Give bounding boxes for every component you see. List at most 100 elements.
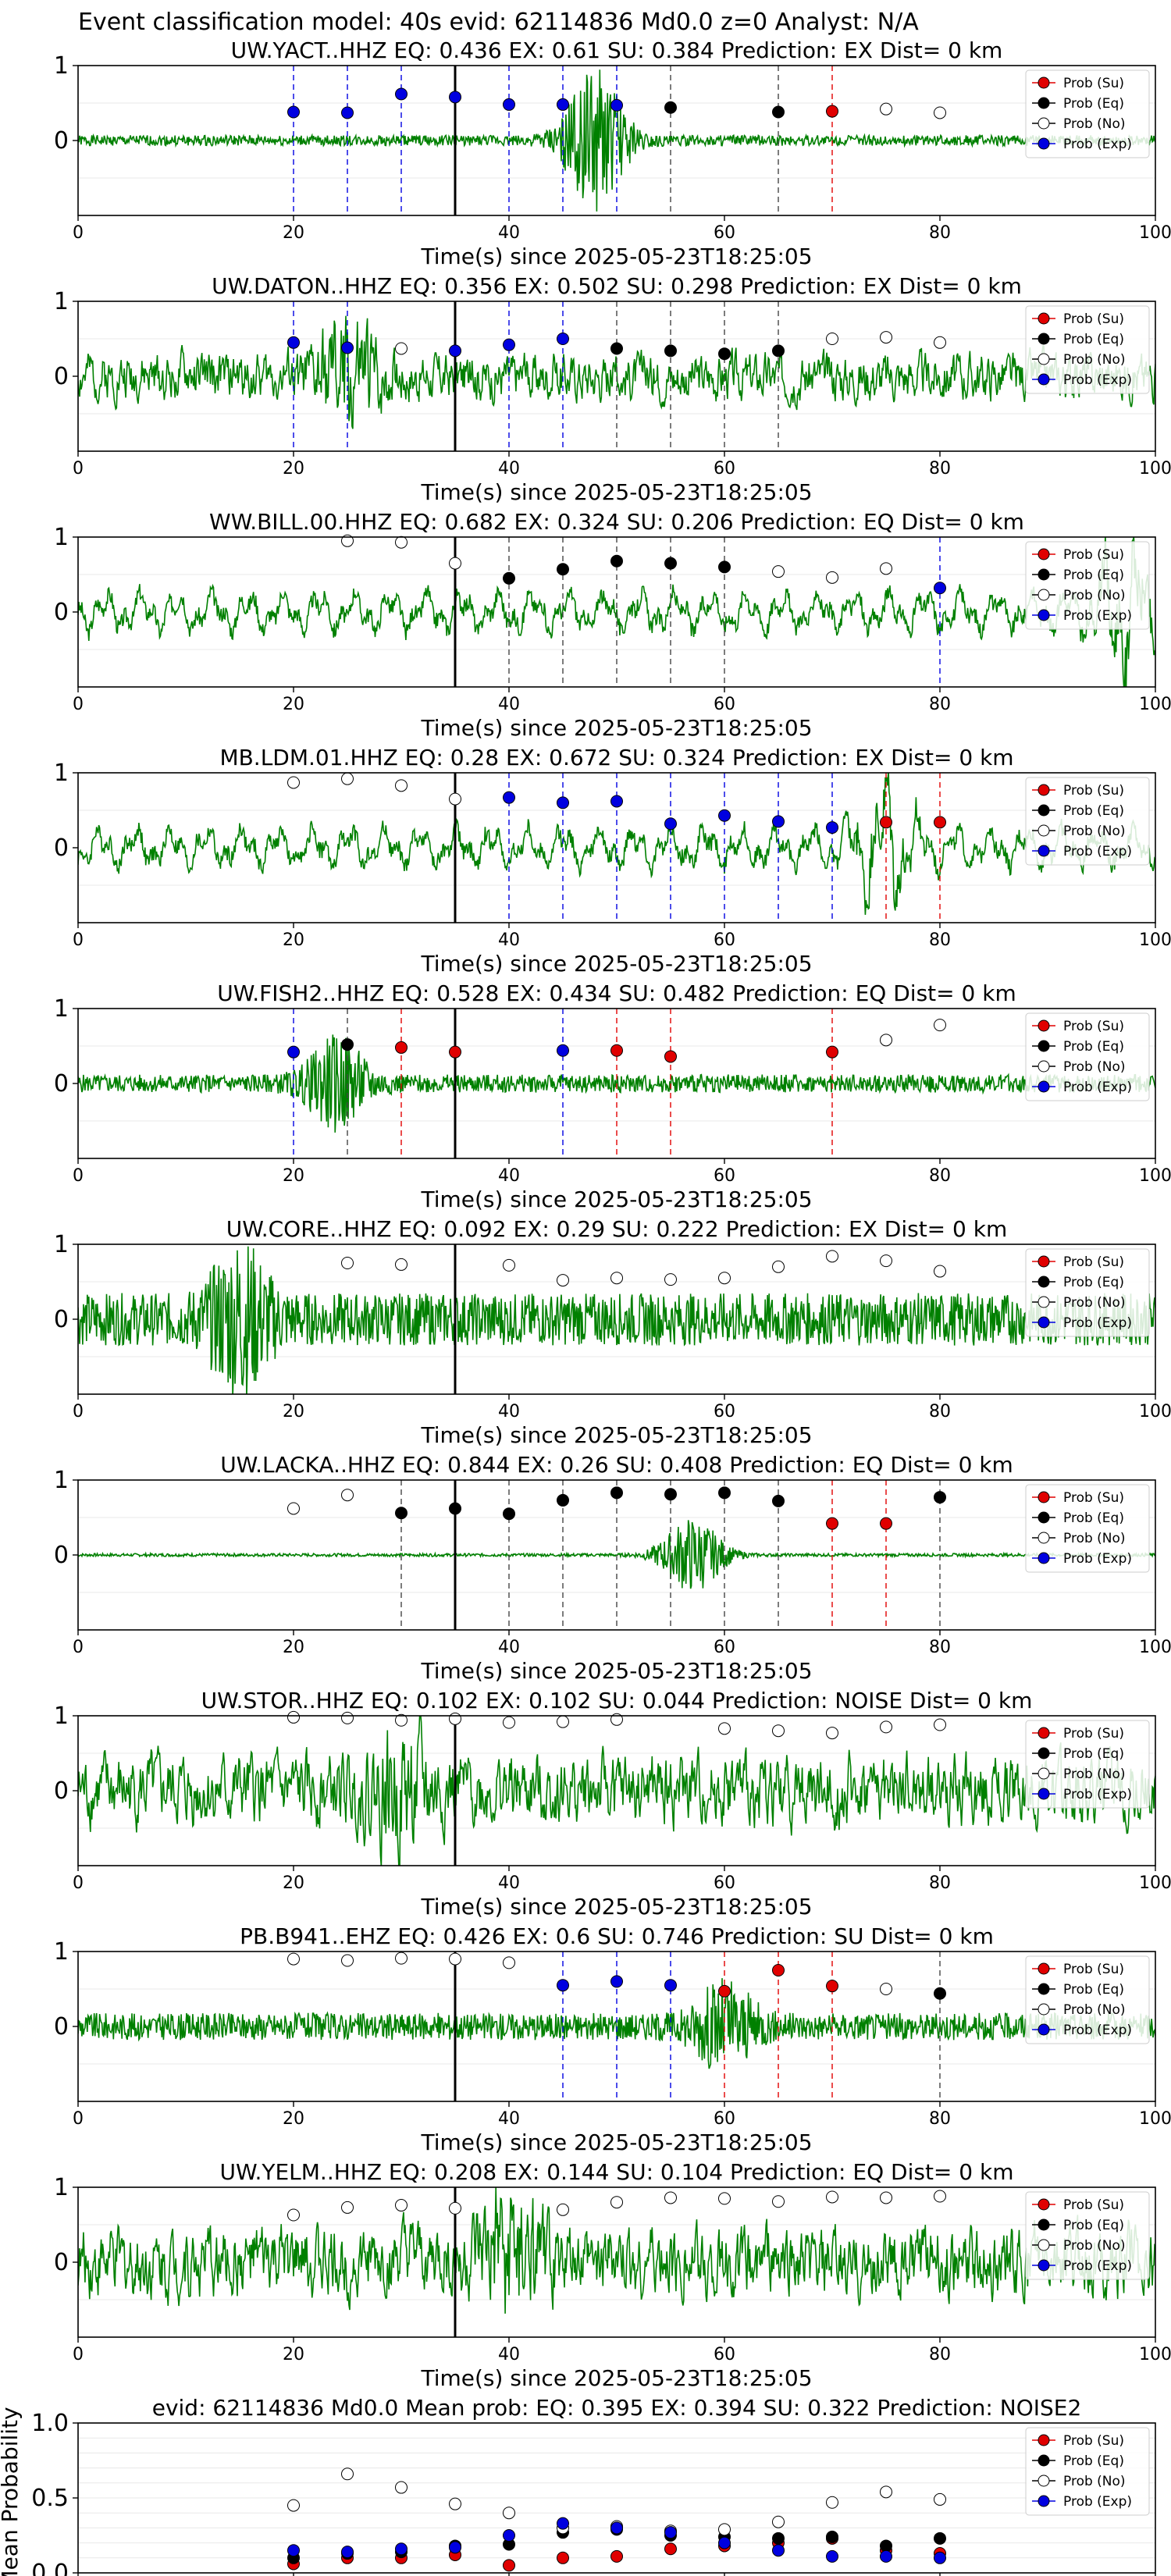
waveform-trace — [78, 1716, 1155, 1866]
mean-point-eq — [826, 2530, 838, 2543]
prob-point-no — [718, 1272, 731, 1285]
prob-point-no — [880, 562, 892, 575]
x-tick-label: 100 — [1139, 459, 1171, 479]
legend-label: Prob (No) — [1063, 1767, 1126, 1782]
legend-marker-eq — [1038, 2218, 1050, 2231]
prob-point-no — [341, 1489, 354, 1502]
y-tick-label: 1 — [54, 760, 69, 787]
prob-point-exp — [934, 582, 946, 595]
y-tick-label: 1 — [54, 2174, 69, 2201]
mean-point-no — [772, 2515, 785, 2528]
y-tick-label: 1 — [54, 1938, 69, 1966]
legend-marker-no — [1038, 117, 1050, 130]
x-tick-label: 60 — [714, 1402, 735, 1421]
prob-point-no — [395, 1713, 408, 1727]
mean-point-exp — [664, 2526, 677, 2539]
x-tick-label: 100 — [1139, 1166, 1171, 1186]
legend-marker-exp — [1038, 609, 1050, 621]
x-tick-label: 100 — [1139, 2109, 1171, 2129]
subplot-4: UW.FISH2..HHZ EQ: 0.528 EX: 0.434 SU: 0.… — [54, 980, 1171, 1212]
prob-point-exp — [557, 98, 569, 111]
x-tick-label: 100 — [1139, 930, 1171, 950]
prob-point-no — [880, 1034, 892, 1047]
prob-point-exp — [287, 1045, 300, 1059]
prob-point-no — [826, 571, 838, 584]
prob-point-su — [395, 1041, 408, 1054]
legend-box — [1025, 1248, 1150, 1337]
prob-point-su — [772, 1964, 785, 1976]
prob-point-eq — [557, 1493, 569, 1507]
y-tick-label: 1 — [54, 52, 69, 80]
prob-point-no — [449, 557, 461, 570]
prob-point-eq — [449, 1502, 461, 1515]
legend-marker-exp — [1038, 2259, 1050, 2272]
subplot-title: MB.LDM.01.HHZ EQ: 0.28 EX: 0.672 SU: 0.3… — [219, 745, 1013, 770]
legend-marker-eq — [1038, 804, 1050, 817]
legend-box — [1025, 1012, 1150, 1101]
prob-point-no — [503, 1956, 515, 1969]
prob-point-exp — [449, 91, 461, 104]
x-tick-label: 40 — [498, 2345, 520, 2364]
mean-point-eq — [772, 2532, 785, 2545]
legend-marker-no — [1038, 824, 1050, 837]
prob-point-no — [557, 2203, 569, 2216]
prob-point-no — [934, 1718, 946, 1731]
subplot-title: UW.STOR..HHZ EQ: 0.102 EX: 0.102 SU: 0.0… — [201, 1688, 1033, 1713]
x-tick-label: 20 — [283, 459, 304, 479]
legend-label: Prob (No) — [1063, 1059, 1126, 1075]
legend-marker-eq — [1038, 1276, 1050, 1288]
prob-point-su — [718, 1984, 731, 1998]
prob-point-exp — [395, 87, 408, 101]
x-tick-label: 100 — [1139, 695, 1171, 714]
x-tick-label: 20 — [283, 1873, 304, 1893]
legend-marker-su — [1038, 2434, 1050, 2446]
legend-box — [1025, 2191, 1150, 2280]
subplot-5: UW.CORE..HHZ EQ: 0.092 EX: 0.29 SU: 0.22… — [54, 1216, 1171, 1448]
legend-box — [1025, 541, 1150, 630]
mean-point-eq — [934, 2532, 946, 2545]
legend-marker-exp — [1038, 2023, 1050, 2036]
legend: Prob (Su) Prob (Eq) Prob (No) Prob (Exp) — [1025, 541, 1150, 630]
x-tick-label: 40 — [498, 695, 520, 714]
x-tick-label: 80 — [929, 223, 951, 243]
x-tick-label: 40 — [498, 1402, 520, 1421]
plot-area — [78, 2187, 1155, 2337]
legend-marker-exp — [1038, 373, 1050, 386]
prob-point-no — [772, 565, 785, 578]
prob-point-no — [934, 1265, 946, 1278]
legend: Prob (Su) Prob (Eq) Prob (No) Prob (Exp) — [1025, 2427, 1150, 2516]
legend-label: Prob (Su) — [1063, 2197, 1124, 2213]
x-axis-label: Time(s) since 2025-05-23T18:25:05 — [420, 2129, 812, 2155]
legend: Prob (Su) Prob (Eq) Prob (No) Prob (Exp) — [1025, 1012, 1150, 1101]
prob-point-no — [287, 1952, 300, 1966]
prob-point-no — [934, 2190, 946, 2203]
prob-point-no — [880, 331, 892, 344]
x-tick-label: 0 — [73, 1873, 84, 1893]
legend-label: Prob (Su) — [1063, 1490, 1124, 1506]
y-tick-label: 0 — [54, 363, 69, 390]
legend-label: Prob (Su) — [1063, 783, 1124, 799]
mean-point-exp — [287, 2544, 300, 2557]
legend-label: Prob (Exp) — [1063, 1787, 1132, 1802]
subplot-3: MB.LDM.01.HHZ EQ: 0.28 EX: 0.672 SU: 0.3… — [54, 745, 1171, 977]
x-axis-label: Time(s) since 2025-05-23T18:25:05 — [420, 1187, 812, 1212]
axes-frame — [77, 1715, 1156, 1866]
x-tick-label: 60 — [714, 695, 735, 714]
prob-point-exp — [826, 821, 838, 834]
legend-label: Prob (Eq) — [1063, 2453, 1124, 2469]
plot-area — [78, 66, 1155, 215]
legend-marker-no — [1038, 2475, 1050, 2487]
prob-point-su — [880, 1517, 892, 1530]
subplot-title: UW.YELM..HHZ EQ: 0.208 EX: 0.144 SU: 0.1… — [220, 2159, 1014, 2185]
prob-point-eq — [557, 563, 569, 576]
x-tick-label: 80 — [929, 695, 951, 714]
x-tick-label: 60 — [714, 2109, 735, 2129]
legend-label: Prob (No) — [1063, 824, 1126, 839]
prob-point-no — [395, 1952, 408, 1965]
prob-point-no — [449, 1712, 461, 1725]
mean-point-no — [826, 2496, 838, 2509]
legend-label: Prob (Eq) — [1063, 96, 1124, 112]
prob-point-no — [341, 2201, 354, 2214]
prob-point-no — [610, 2196, 623, 2209]
